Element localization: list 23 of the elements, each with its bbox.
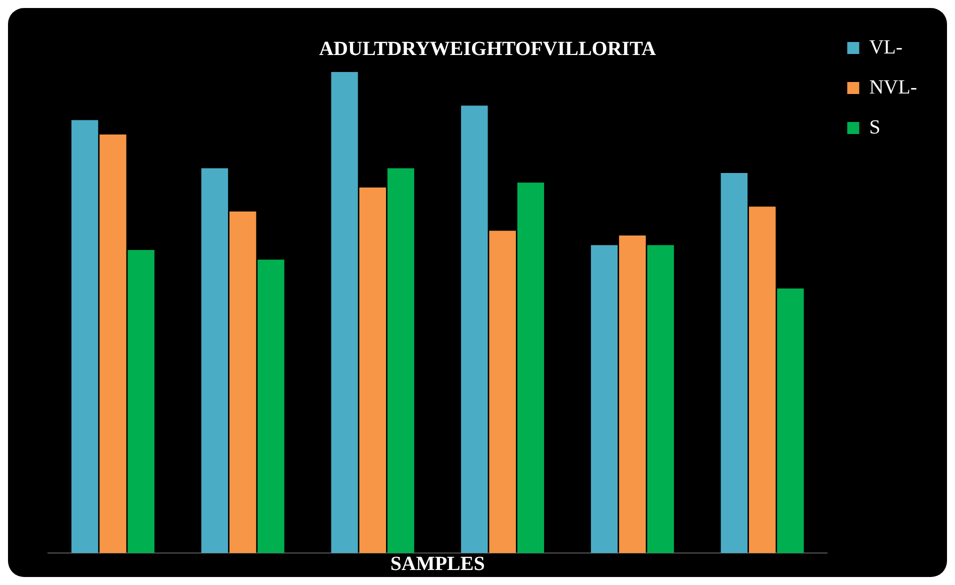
- bar: [229, 211, 256, 553]
- bar: [331, 72, 358, 553]
- bar: [517, 182, 544, 553]
- bar: [619, 236, 646, 553]
- bar: [489, 230, 516, 553]
- bar: [777, 288, 804, 553]
- legend-label: VL-: [869, 36, 903, 58]
- bar: [590, 245, 618, 553]
- bar: [647, 245, 674, 553]
- bar: [258, 260, 284, 553]
- chart-title: ADULTDRYWEIGHTOFVILLORITA: [319, 38, 656, 60]
- bar: [359, 187, 386, 553]
- legend-label: NVL-: [869, 76, 917, 98]
- bar: [201, 168, 228, 553]
- bar: [720, 173, 748, 553]
- bar: [128, 250, 154, 553]
- bar: [748, 206, 776, 553]
- bar: [461, 106, 488, 553]
- bar: [100, 134, 126, 553]
- legend-label: S: [869, 116, 880, 138]
- bar: [71, 120, 98, 553]
- x-axis-title: SAMPLES: [390, 553, 485, 576]
- bar: [387, 168, 414, 553]
